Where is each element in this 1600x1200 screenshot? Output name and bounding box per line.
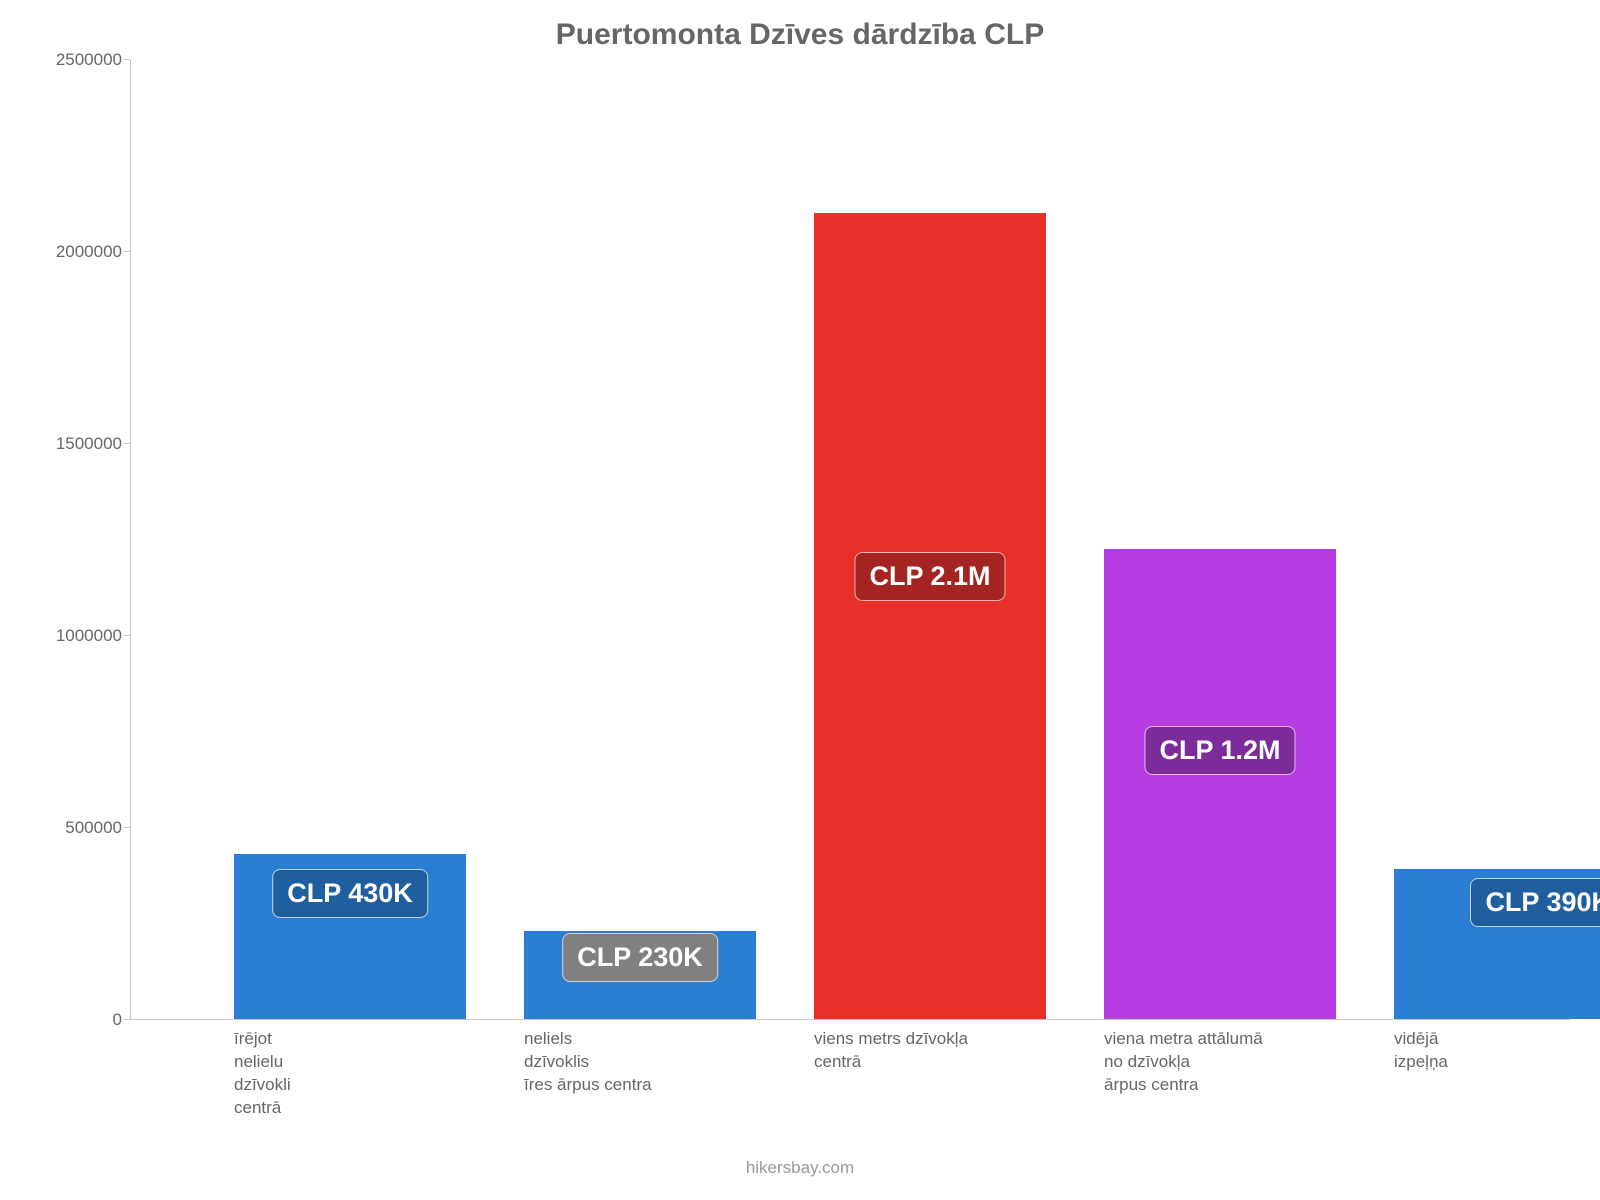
y-tick-label: 2000000 xyxy=(2,242,122,262)
bar-value-label: CLP 390K xyxy=(1470,878,1600,927)
y-tick-label: 1000000 xyxy=(2,626,122,646)
x-axis-label: īrējot nelielu dzīvokli centrā xyxy=(234,1028,526,1120)
y-tick-mark xyxy=(124,1019,130,1020)
y-tick-mark xyxy=(124,59,130,60)
y-tick-label: 0 xyxy=(2,1010,122,1030)
x-axis-line xyxy=(130,1019,1570,1020)
x-axis-label: viena metra attālumā no dzīvokļa ārpus c… xyxy=(1104,1028,1396,1097)
cost-of-living-chart: Puertomonta Dzīves dārdzība CLP 05000001… xyxy=(0,0,1600,1200)
y-tick-mark xyxy=(124,251,130,252)
bar-value-label: CLP 230K xyxy=(562,933,718,982)
y-axis-line xyxy=(130,60,131,1020)
bar-value-label: CLP 1.2M xyxy=(1144,726,1295,775)
chart-footer: hikersbay.com xyxy=(0,1158,1600,1178)
y-tick-mark xyxy=(124,443,130,444)
y-tick-label: 2500000 xyxy=(2,50,122,70)
bar-value-label: CLP 430K xyxy=(272,869,428,918)
bar xyxy=(814,213,1046,1019)
y-tick-label: 1500000 xyxy=(2,434,122,454)
y-tick-mark xyxy=(124,827,130,828)
bar-value-label: CLP 2.1M xyxy=(854,552,1005,601)
y-tick-label: 500000 xyxy=(2,818,122,838)
plot-area: 05000001000000150000020000002500000CLP 4… xyxy=(130,60,1570,1020)
x-axis-label: viens metrs dzīvokļa centrā xyxy=(814,1028,1106,1074)
bar xyxy=(1104,549,1336,1019)
y-tick-mark xyxy=(124,635,130,636)
x-axis-label: neliels dzīvoklis īres ārpus centra xyxy=(524,1028,816,1097)
chart-title: Puertomonta Dzīves dārdzība CLP xyxy=(0,18,1600,52)
x-axis-label: vidējā izpeļņa xyxy=(1394,1028,1600,1074)
